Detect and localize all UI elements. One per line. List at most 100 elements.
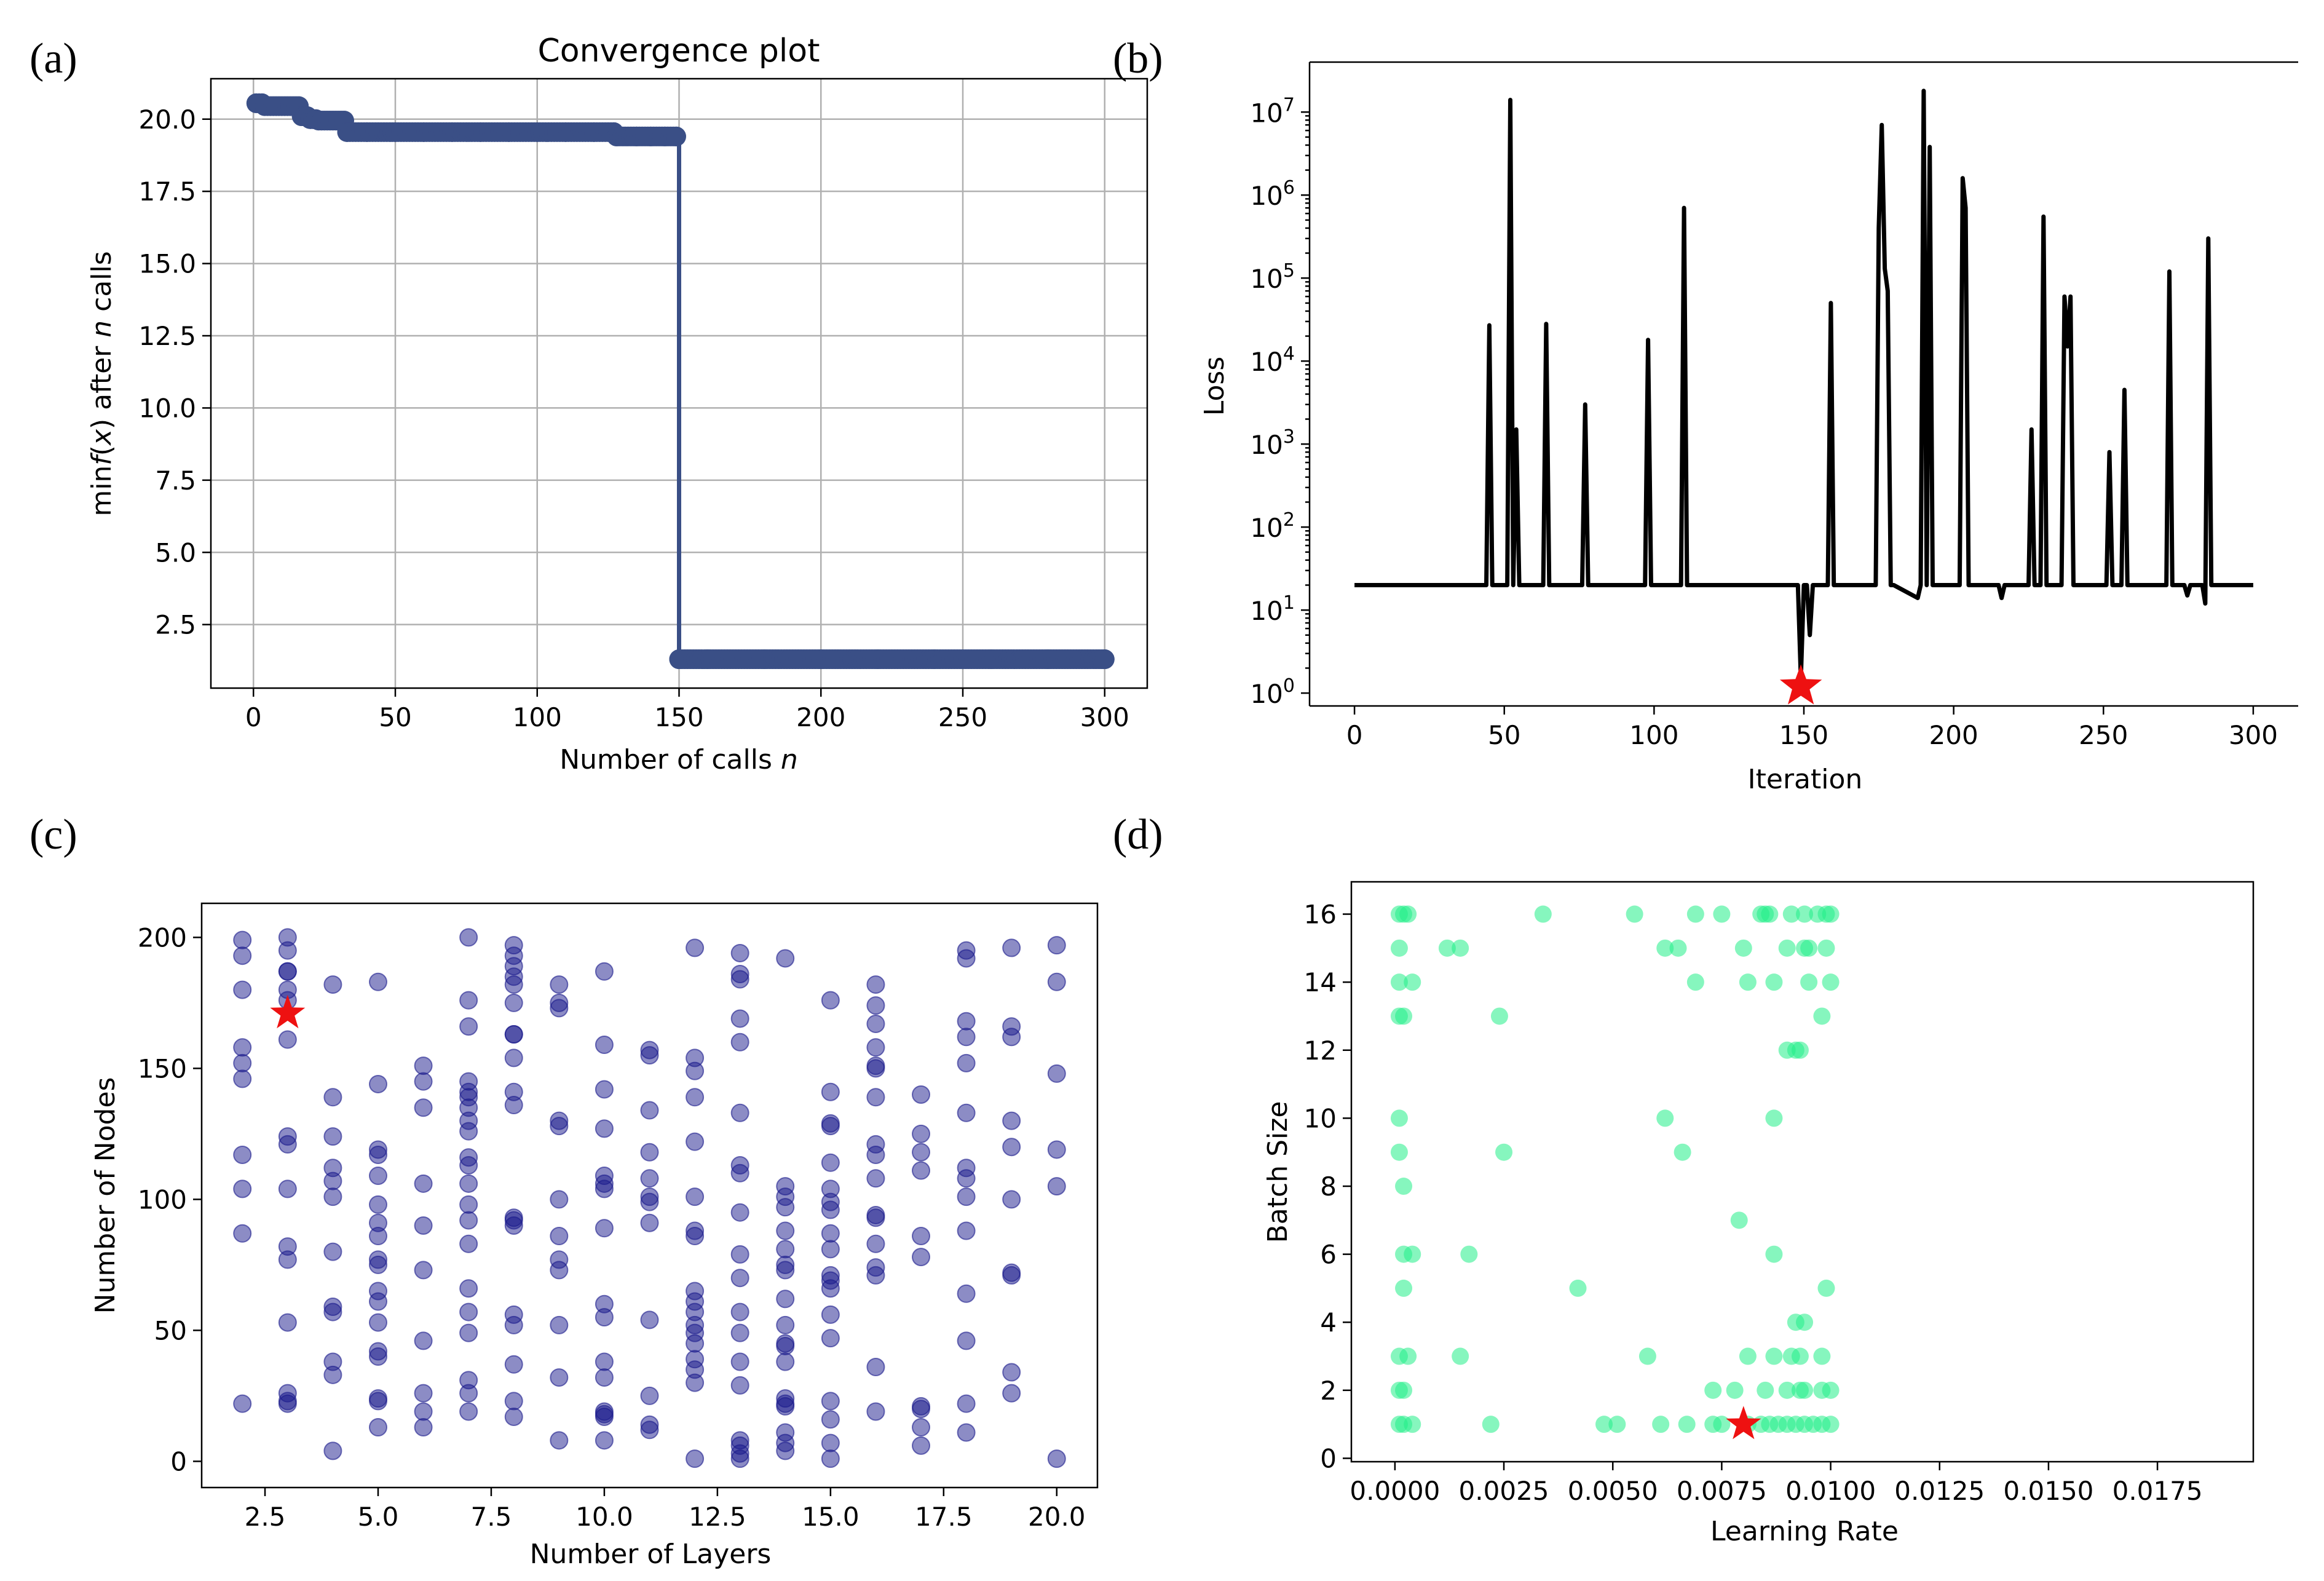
y-tick-label: 2: [1320, 1376, 1337, 1406]
scatter-point: [233, 1069, 252, 1088]
scatter-point: [1047, 1449, 1066, 1468]
scatter-point: [323, 1242, 342, 1261]
scatter-point: [1656, 939, 1674, 957]
scatter-point: [1796, 1381, 1814, 1399]
y-tick-label: 101: [1250, 592, 1295, 626]
scatter-point: [414, 1384, 433, 1403]
y-tick-label: 106: [1250, 177, 1295, 211]
scatter-point: [368, 972, 387, 991]
scatter-point: [1390, 1109, 1408, 1127]
scatter-point: [1778, 1381, 1796, 1399]
scatter-point: [1002, 938, 1021, 957]
x-tick-label: 0.0075: [1677, 1476, 1767, 1506]
scatter-point: [1822, 973, 1840, 991]
scatter-point: [686, 1132, 705, 1151]
scatter-point: [821, 1279, 840, 1298]
scatter-point: [912, 1418, 931, 1437]
scatter-point: [1739, 1347, 1757, 1365]
convergence-line: [256, 101, 1105, 662]
panel-d-lr-batch-scatter: (d) 0.0000 0.0025 0.0050 0.0075 0.0100 0.0125…: [1113, 811, 2255, 1547]
plot-area-frame: [1350, 881, 2255, 1463]
scatter-point: [1047, 972, 1066, 991]
convergence-marker: [666, 126, 686, 146]
scatter-point: [912, 1227, 931, 1246]
scatter-point: [278, 1135, 297, 1154]
scatter-point: [368, 1347, 387, 1366]
scatter-point: [550, 1227, 569, 1246]
plot-area-frame: [200, 902, 1099, 1489]
scatter-point: [821, 1392, 840, 1411]
scatter-point: [1047, 1140, 1066, 1159]
scatter-point: [504, 1096, 523, 1115]
scatter-point: [1002, 1138, 1021, 1157]
scatter-point: [1490, 1007, 1508, 1025]
scatter-point: [459, 1384, 478, 1403]
scatter-point: [504, 1216, 523, 1235]
x-tick-label: 17.5: [915, 1502, 973, 1532]
scatter-point: [1704, 1381, 1722, 1399]
scatter-point: [957, 1284, 976, 1303]
scatter-point: [776, 1221, 795, 1240]
scatter-point: [686, 1187, 705, 1207]
scatter-point: [1452, 939, 1469, 957]
x-tick-label: 0.0025: [1459, 1476, 1549, 1506]
scatter-point: [595, 1368, 614, 1387]
scatter-point: [1404, 973, 1421, 991]
scatter-point: [550, 1117, 569, 1136]
scatter-point: [1757, 1381, 1774, 1399]
scatter-point: [550, 1315, 569, 1334]
x-tick-label: 250: [2079, 720, 2128, 750]
scatter-point: [957, 1169, 976, 1188]
best-config-star-marker: [1726, 1406, 1761, 1440]
scatter-point: [459, 1402, 478, 1421]
scatter-point: [776, 1336, 795, 1355]
scatter-point: [1800, 939, 1818, 957]
scatter-point: [1822, 1416, 1840, 1433]
y-tick-label: 103: [1250, 426, 1295, 460]
scatter-point: [323, 1187, 342, 1207]
scatter-point: [866, 1145, 885, 1164]
scatter-point: [323, 1088, 342, 1107]
scatter-point: [1765, 973, 1783, 991]
y-tick-label: 50: [154, 1315, 187, 1345]
scatter-point: [866, 1059, 885, 1078]
scatter-point: [686, 1061, 705, 1080]
scatter-point: [595, 1431, 614, 1450]
scatter-point: [1765, 1109, 1783, 1127]
scatter-point: [1652, 1416, 1670, 1433]
scatter-point: [1608, 1416, 1626, 1433]
scatter-point: [1822, 905, 1840, 923]
x-tick-label: 20.0: [1028, 1502, 1086, 1532]
y-tick-label: 8: [1320, 1171, 1337, 1202]
scatter-point: [1791, 1347, 1809, 1365]
scatter-point: [595, 1036, 614, 1055]
scatter-point: [368, 1418, 387, 1437]
scatter-point: [1452, 1347, 1469, 1365]
scatter-point: [459, 1174, 478, 1193]
scatter-point: [730, 1245, 749, 1264]
scatter-point: [1047, 936, 1066, 955]
scatter-point: [504, 1048, 523, 1068]
scatter-point: [776, 1315, 795, 1334]
scatter-point: [1669, 939, 1687, 957]
x-tick-label: 7.5: [471, 1502, 512, 1532]
x-axis-label: Iteration: [1748, 764, 1863, 795]
scatter-point: [957, 949, 976, 968]
scatter-point: [459, 991, 478, 1010]
y-tick-label: 107: [1250, 94, 1295, 128]
scatter-point: [776, 1290, 795, 1309]
best-loss-star-marker: [1779, 664, 1822, 705]
scatter-point: [595, 1179, 614, 1199]
x-tick-label: 0.0175: [2113, 1476, 2203, 1506]
y-tick-label: 10.0: [138, 393, 196, 423]
x-tick-label: 0.0100: [1785, 1476, 1876, 1506]
scatter-point: [730, 1352, 749, 1371]
y-tick-exponent: 5: [1283, 260, 1295, 282]
scatter-point: [957, 1053, 976, 1072]
scatter-point: [730, 1376, 749, 1395]
x-tick-label: 200: [1929, 720, 1978, 750]
scatter-point: [368, 1074, 387, 1093]
scatter-point: [1796, 905, 1814, 923]
scatter-point: [1674, 1143, 1691, 1161]
